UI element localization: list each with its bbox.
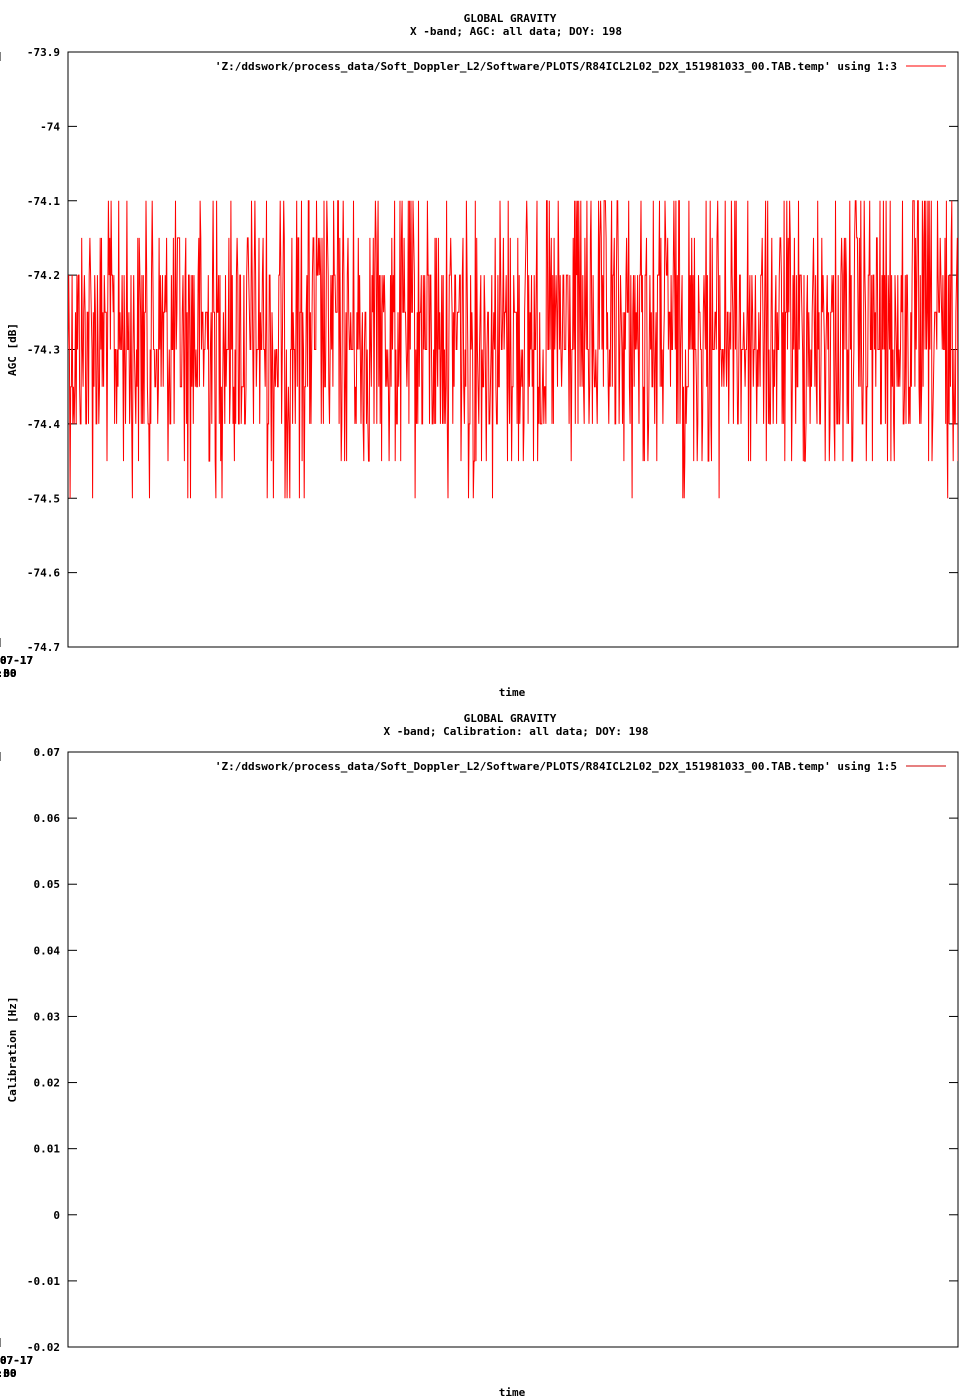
- x-tick-date-label: 2015-07-17: [0, 1354, 33, 1367]
- x-tick-time-label: 15:30: [0, 667, 17, 680]
- x-tick-time-label: 13:30: [0, 667, 17, 680]
- x-tick-time-label: 16:00: [0, 1367, 17, 1380]
- chart-title: GLOBAL GRAVITY: [464, 12, 557, 25]
- x-tick-date-label: 2015-07-17: [0, 1354, 33, 1367]
- y-tick-label: 0.04: [34, 944, 61, 957]
- x-tick-date-label: 2015-07-17: [0, 654, 33, 667]
- agc-series-line: [68, 200, 958, 499]
- x-tick-date-label: 2015-07-17: [0, 654, 33, 667]
- y-axis-label: Calibration [Hz]: [6, 997, 19, 1103]
- x-tick-time-label: 11:00: [0, 1367, 17, 1380]
- x-tick-date-label: 2015-07-17: [0, 654, 33, 667]
- legend-label: 'Z:/ddswork/process_data/Soft_Doppler_L2…: [215, 760, 897, 773]
- y-tick-label: -74.6: [27, 567, 60, 580]
- x-tick-time-label: 14:00: [0, 667, 17, 680]
- x-tick-time-label: 11:00: [0, 667, 17, 680]
- y-tick-label: 0.02: [34, 1077, 61, 1090]
- y-tick-label: -73.9: [27, 46, 60, 59]
- x-tick-date-label: 2015-07-17: [0, 1354, 33, 1367]
- x-tick-time-label: 11:30: [0, 1367, 17, 1380]
- x-tick-date-label: 2015-07-17: [0, 1354, 33, 1367]
- x-tick-time-label: 13:00: [0, 667, 17, 680]
- y-tick-label: 0.06: [34, 812, 61, 825]
- y-tick-label: -74.5: [27, 492, 60, 505]
- x-tick-time-label: 15:00: [0, 1367, 17, 1380]
- x-tick-time-label: 12:30: [0, 667, 17, 680]
- y-tick-label: -0.01: [27, 1275, 60, 1288]
- x-tick-date-label: 2015-07-17: [0, 654, 33, 667]
- x-tick-time-label: 12:00: [0, 667, 17, 680]
- x-axis-label: time: [499, 1386, 526, 1399]
- x-tick-time-label: 16:00: [0, 667, 17, 680]
- x-tick-time-label: 15:00: [0, 667, 17, 680]
- y-tick-label: -74.3: [27, 344, 60, 357]
- y-tick-label: 0.03: [34, 1010, 61, 1023]
- y-tick-label: -74.7: [27, 641, 60, 654]
- plot-frame: [67, 751, 959, 1348]
- x-tick-time-label: 14:30: [0, 1367, 17, 1380]
- x-tick-time-label: 13:30: [0, 1367, 17, 1380]
- x-tick-date-label: 2015-07-17: [0, 654, 33, 667]
- x-tick-time-label: 11:30: [0, 667, 17, 680]
- x-axis-label: time: [499, 686, 526, 699]
- chart-subtitle: X -band; Calibration: all data; DOY: 198: [384, 725, 649, 738]
- x-tick-date-label: 2015-07-17: [0, 1354, 33, 1367]
- chart-title: GLOBAL GRAVITY: [464, 712, 557, 725]
- x-tick-date-label: 2015-07-17: [0, 654, 33, 667]
- x-tick-date-label: 2015-07-17: [0, 654, 33, 667]
- x-tick-date-label: 2015-07-17: [0, 654, 33, 667]
- x-tick-time-label: 12:30: [0, 1367, 17, 1380]
- y-tick-label: -74.2: [27, 269, 60, 282]
- y-tick-label: 0.05: [34, 878, 61, 891]
- x-tick-date-label: 2015-07-17: [0, 1354, 33, 1367]
- x-tick-time-label: 15:30: [0, 1367, 17, 1380]
- plot-area: [68, 200, 958, 499]
- x-tick-date-label: 2015-07-17: [0, 1354, 33, 1367]
- x-tick-date-label: 2015-07-17: [0, 1354, 33, 1367]
- y-tick-label: 0: [53, 1209, 60, 1222]
- x-tick-date-label: 2015-07-17: [0, 654, 33, 667]
- chart-subtitle: X -band; AGC: all data; DOY: 198: [410, 25, 622, 38]
- x-tick-date-label: 2015-07-17: [0, 654, 33, 667]
- x-tick-time-label: 13:00: [0, 1367, 17, 1380]
- x-tick-date-label: 2015-07-17: [0, 1354, 33, 1367]
- y-tick-label: -74.1: [27, 195, 60, 208]
- x-tick-date-label: 2015-07-17: [0, 1354, 33, 1367]
- legend-label: 'Z:/ddswork/process_data/Soft_Doppler_L2…: [215, 60, 897, 73]
- y-axis-label: AGC [dB]: [6, 323, 19, 376]
- y-tick-label: -0.02: [27, 1341, 60, 1354]
- y-tick-label: 0.07: [34, 746, 61, 759]
- y-tick-label: -74: [40, 120, 60, 133]
- x-tick-date-label: 2015-07-17: [0, 654, 33, 667]
- x-tick-time-label: 12:00: [0, 1367, 17, 1380]
- y-tick-label: -74.4: [27, 418, 60, 431]
- x-tick-date-label: 2015-07-17: [0, 1354, 33, 1367]
- x-tick-time-label: 14:30: [0, 667, 17, 680]
- y-tick-label: 0.01: [34, 1143, 61, 1156]
- x-tick-time-label: 14:00: [0, 1367, 17, 1380]
